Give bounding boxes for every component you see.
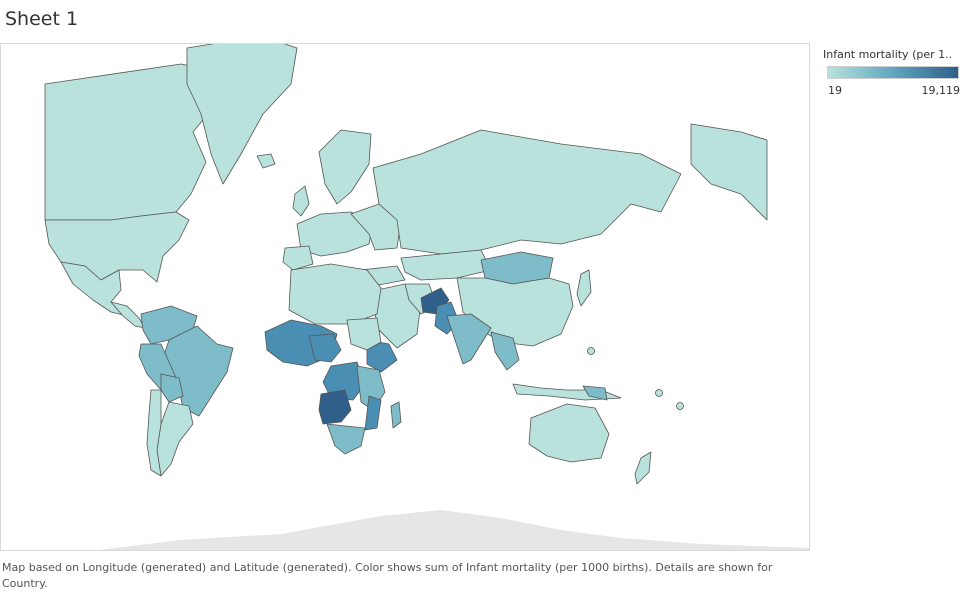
- legend-max-label: 19,119: [921, 84, 961, 97]
- country-alaska-east[interactable]: [690, 123, 768, 221]
- country-australia[interactable]: [528, 403, 610, 463]
- country-scandinavia[interactable]: [318, 129, 372, 205]
- country-new-zealand[interactable]: [634, 451, 652, 485]
- country-angola[interactable]: [318, 389, 352, 425]
- legend-min-label: 19: [828, 84, 842, 97]
- color-legend: Infant mortality (per 1.. 19 19,119: [823, 48, 960, 97]
- country-madagascar[interactable]: [390, 401, 402, 429]
- sheet-title: Sheet 1: [5, 8, 79, 30]
- country-mozambique[interactable]: [364, 395, 382, 431]
- country-kazakhstan[interactable]: [400, 249, 492, 281]
- country-bolivia[interactable]: [160, 373, 184, 403]
- country-nigeria[interactable]: [308, 333, 342, 363]
- country-sudan[interactable]: [346, 317, 382, 351]
- legend-color-ramp: [827, 66, 959, 79]
- region-antarctica: [97, 510, 809, 550]
- country-iceland[interactable]: [256, 153, 276, 169]
- country-india[interactable]: [446, 313, 492, 365]
- country-japan[interactable]: [576, 269, 592, 307]
- country-north-africa[interactable]: [288, 263, 382, 325]
- island-marker[interactable]: [676, 402, 684, 410]
- world-map-svg[interactable]: [1, 44, 810, 551]
- country-greenland[interactable]: [186, 44, 298, 185]
- country-central-america[interactable]: [110, 301, 146, 329]
- country-chile[interactable]: [146, 389, 162, 477]
- country-spain[interactable]: [282, 245, 314, 271]
- country-russia[interactable]: [372, 129, 682, 255]
- island-marker[interactable]: [587, 347, 595, 355]
- country-papua-new-guinea[interactable]: [582, 385, 608, 401]
- country-uk[interactable]: [292, 185, 310, 217]
- country-southern-africa[interactable]: [326, 423, 366, 455]
- country-drc[interactable]: [322, 361, 366, 401]
- country-ethiopia[interactable]: [366, 339, 398, 373]
- country-southeast-asia[interactable]: [490, 331, 520, 371]
- island-marker[interactable]: [655, 389, 663, 397]
- map-caption: Map based on Longitude (generated) and L…: [2, 561, 773, 590]
- country-argentina[interactable]: [156, 401, 194, 477]
- legend-title: Infant mortality (per 1..: [823, 48, 953, 61]
- map-view[interactable]: [0, 43, 810, 551]
